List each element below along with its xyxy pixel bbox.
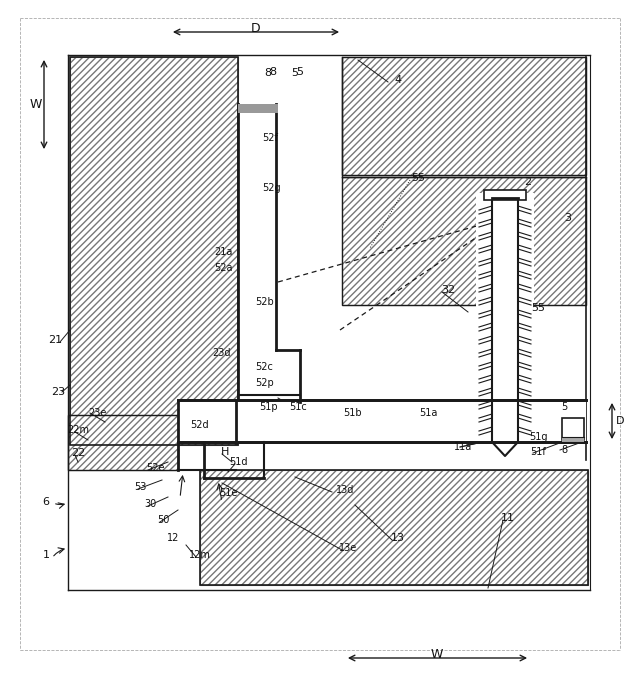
Bar	[200, 470, 588, 585]
Bar	[70, 57, 238, 445]
Text: 21a: 21a	[214, 247, 232, 257]
Text: 52d: 52d	[190, 420, 209, 430]
Text: 52g: 52g	[262, 183, 280, 193]
Text: 3: 3	[564, 213, 572, 223]
Text: 8: 8	[561, 445, 567, 455]
Bar	[476, 193, 534, 449]
Bar	[68, 415, 178, 470]
Text: 4: 4	[394, 75, 401, 85]
Bar	[178, 400, 236, 442]
Text: 1: 1	[42, 550, 49, 560]
Text: 23e: 23e	[88, 408, 106, 418]
Text: 51p: 51p	[259, 402, 277, 412]
Bar	[562, 437, 584, 442]
Text: 51b: 51b	[342, 408, 362, 418]
Bar	[68, 415, 178, 470]
Text: 11: 11	[501, 513, 515, 523]
Text: 51e: 51e	[219, 488, 237, 498]
Bar	[238, 104, 276, 399]
Text: W: W	[30, 97, 42, 110]
Text: 52e: 52e	[146, 463, 164, 473]
Text: 52c: 52c	[255, 362, 273, 372]
Text: 23: 23	[51, 387, 65, 397]
Text: 5: 5	[291, 68, 298, 78]
Text: 51f: 51f	[530, 447, 546, 457]
Text: 21: 21	[48, 335, 62, 345]
Text: 55: 55	[411, 173, 425, 183]
Text: 12m: 12m	[189, 550, 211, 560]
Bar	[484, 190, 526, 200]
Text: 8: 8	[264, 68, 271, 78]
Text: 51a: 51a	[419, 408, 437, 418]
Text: 23d: 23d	[212, 348, 230, 358]
Text: 22m: 22m	[67, 425, 89, 435]
Bar	[238, 104, 278, 113]
Bar	[342, 57, 586, 175]
Text: 6: 6	[42, 497, 49, 507]
Bar	[342, 177, 586, 305]
Bar	[562, 418, 584, 440]
Text: 52f: 52f	[262, 133, 278, 143]
Text: 11a: 11a	[454, 442, 472, 452]
Text: 12: 12	[167, 533, 179, 543]
Text: H: H	[221, 447, 229, 457]
Text: 53: 53	[134, 482, 146, 492]
Text: D: D	[251, 22, 261, 35]
Text: 13d: 13d	[336, 485, 354, 495]
Bar	[70, 57, 238, 445]
Bar	[342, 57, 586, 175]
Bar	[238, 104, 278, 112]
Text: D: D	[616, 416, 624, 426]
Text: 52b: 52b	[255, 297, 274, 307]
Text: 13e: 13e	[339, 543, 357, 553]
Text: 52p: 52p	[255, 378, 274, 388]
Bar	[178, 400, 586, 442]
Bar	[200, 470, 588, 585]
Text: 55: 55	[531, 303, 545, 313]
Text: 32: 32	[441, 285, 455, 295]
Text: 30: 30	[144, 499, 156, 509]
Bar	[342, 177, 586, 305]
Text: 51g: 51g	[529, 432, 547, 442]
Text: 5: 5	[561, 402, 567, 412]
Text: 5: 5	[296, 67, 303, 77]
Text: 52a: 52a	[214, 263, 232, 273]
Text: 22: 22	[71, 448, 85, 458]
Text: 50: 50	[157, 515, 169, 525]
Text: 51d: 51d	[228, 457, 247, 467]
Text: 51c: 51c	[289, 402, 307, 412]
Text: 2: 2	[524, 177, 532, 187]
Text: 8: 8	[269, 67, 276, 77]
Text: W: W	[431, 648, 443, 661]
Text: 13: 13	[391, 533, 405, 543]
